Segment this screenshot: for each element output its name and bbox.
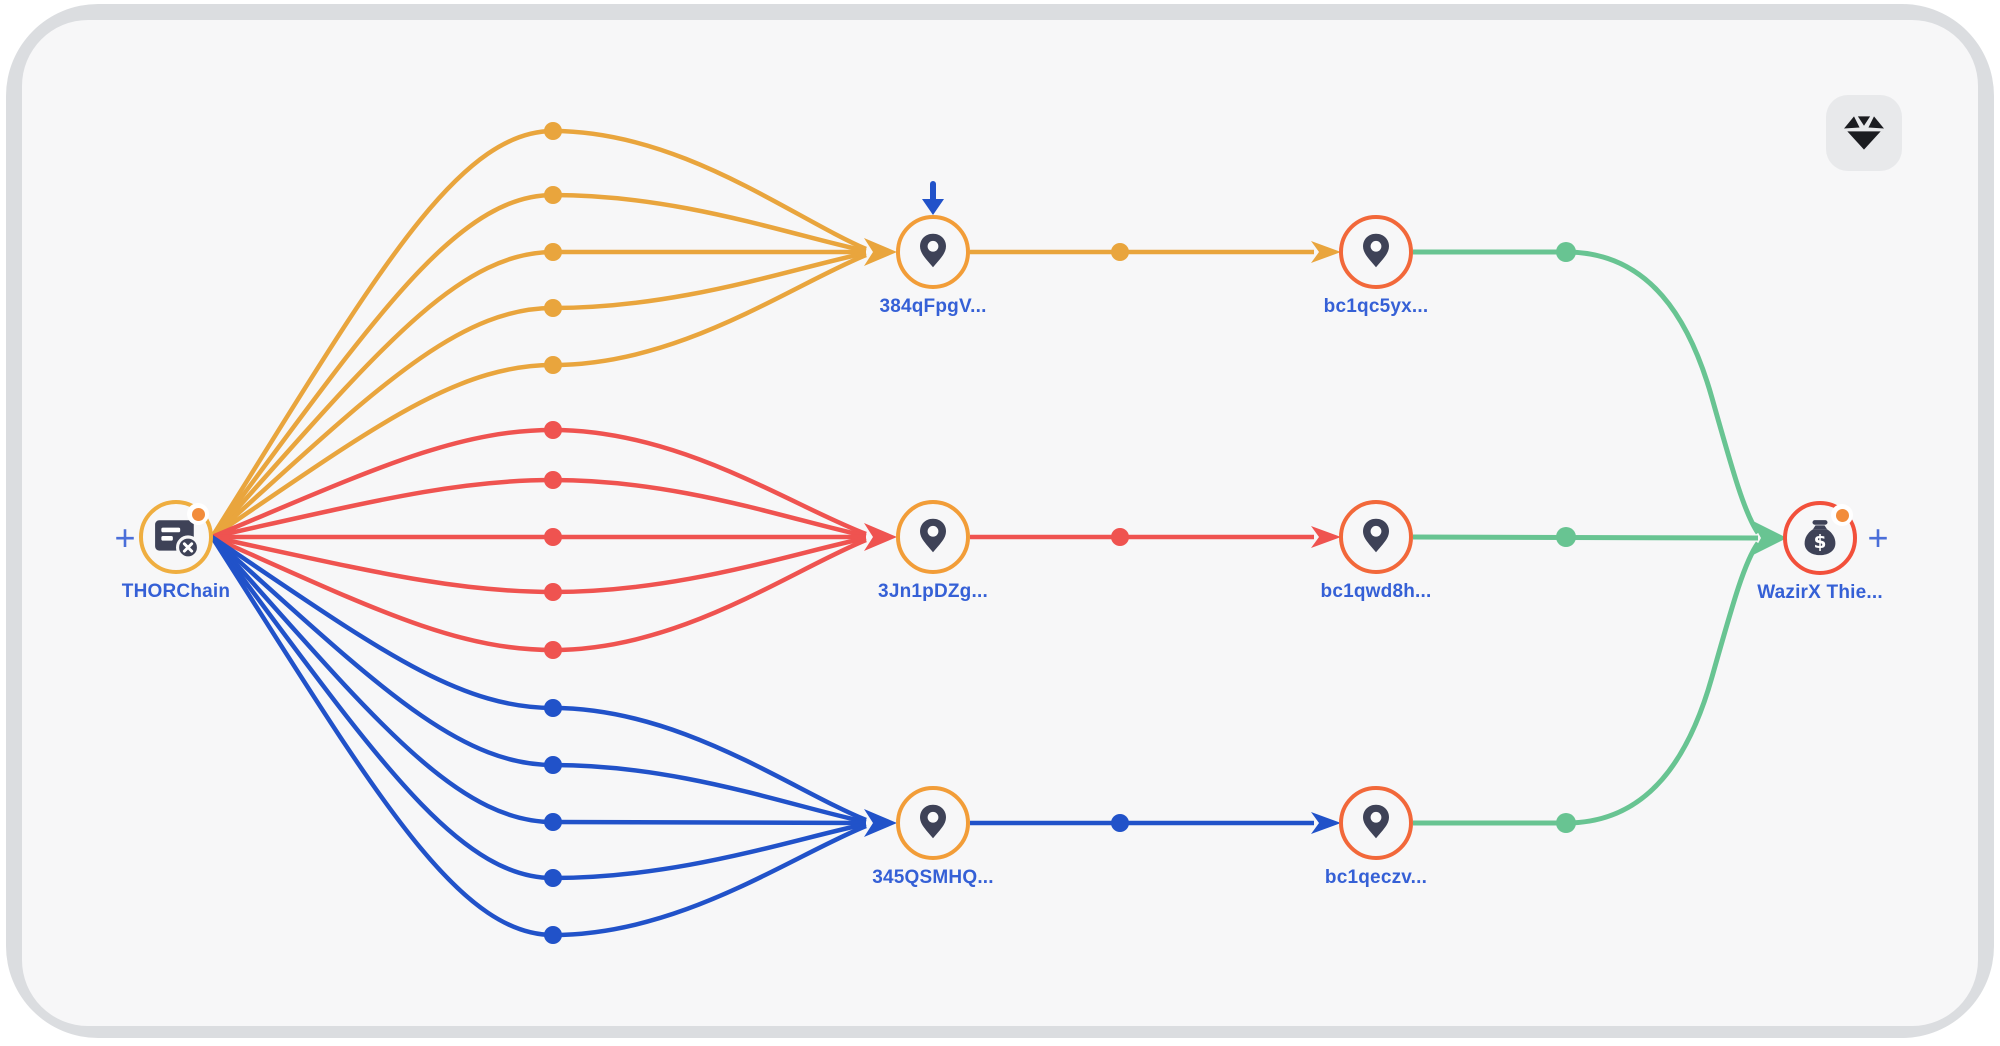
location-pin-icon — [920, 518, 946, 553]
gem-button[interactable] — [1826, 95, 1902, 171]
edge-thorchain-384 — [210, 128, 867, 539]
edges-deposits-wazirx — [1412, 249, 1761, 826]
transaction-dots-red[interactable] — [544, 421, 1129, 659]
svg-text:$: $ — [1814, 532, 1827, 553]
edge-thorchain-345 — [210, 535, 867, 938]
transaction-dots-blue[interactable] — [544, 699, 1129, 944]
incoming-arrow-icon — [922, 181, 944, 215]
edge-thorchain-3jn — [211, 427, 867, 653]
node-label-bc1qwd8h: bc1qwd8h... — [1320, 581, 1432, 602]
node-wazirx-thief[interactable]: $ — [1783, 501, 1857, 575]
transaction-dots-green[interactable] — [1556, 242, 1576, 833]
node-thorchain[interactable] — [139, 500, 213, 574]
location-pin-icon — [1363, 518, 1389, 553]
node-384qfpgv[interactable] — [896, 215, 970, 289]
node-345qsmhq[interactable] — [896, 786, 970, 860]
location-pin-icon — [1363, 233, 1389, 268]
node-label-wazirx-thief: WazirX Thie... — [1757, 582, 1883, 603]
location-pin-icon — [920, 804, 946, 839]
node-bc1qc5yx[interactable] — [1339, 215, 1413, 289]
alert-badge — [1831, 504, 1853, 526]
node-label-384qfpgv: 384qFpgV... — [879, 296, 987, 317]
transaction-dots-orange[interactable] — [544, 122, 1129, 374]
node-bc1qwd8h[interactable] — [1339, 500, 1413, 574]
node-label-345qsmhq: 345QSMHQ... — [872, 867, 994, 888]
node-label-bc1qeczv: bc1qeczv... — [1324, 867, 1428, 888]
node-bc1qeczv[interactable] — [1339, 786, 1413, 860]
add-node-button-left[interactable]: + — [114, 517, 136, 558]
node-label-bc1qc5yx: bc1qc5yx... — [1323, 296, 1429, 317]
location-pin-icon — [1363, 804, 1389, 839]
node-label-3jn1pdzg: 3Jn1pDZg... — [878, 581, 988, 602]
money-bag-icon: $ — [1804, 520, 1836, 556]
location-pin-icon — [920, 233, 946, 268]
diamond-icon — [1844, 116, 1884, 150]
graph-canvas[interactable] — [22, 20, 1978, 1026]
alert-badge — [187, 503, 209, 525]
arrowheads — [864, 238, 1787, 837]
exchange-transactions-x-icon — [155, 520, 199, 559]
node-3jn1pdzg[interactable] — [896, 500, 970, 574]
node-label-thorchain: THORChain — [121, 581, 231, 602]
add-node-button-right[interactable]: + — [1867, 517, 1889, 558]
